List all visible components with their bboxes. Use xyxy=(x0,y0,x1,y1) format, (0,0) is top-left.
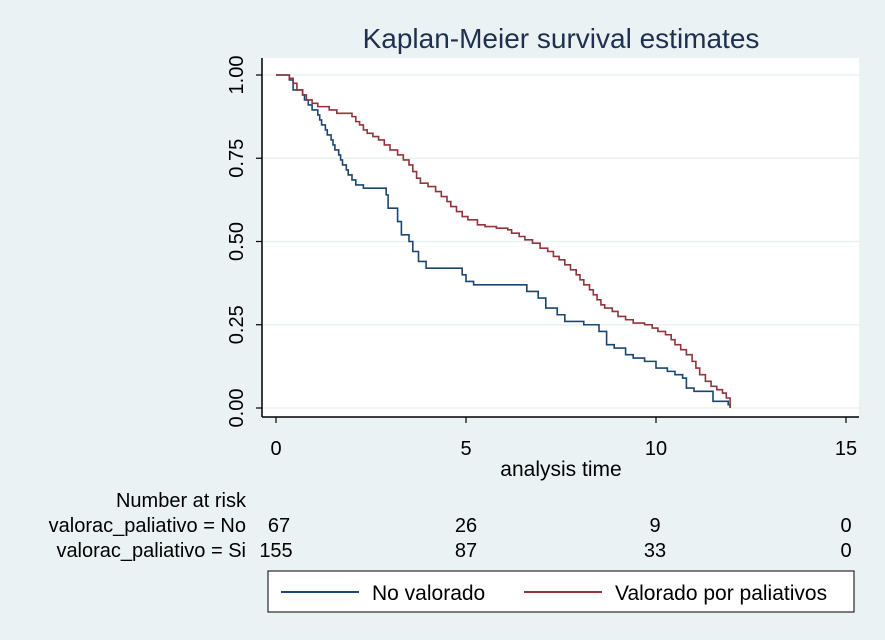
y-tick-label: 0.75 xyxy=(226,139,248,178)
risk-count: 33 xyxy=(644,540,666,562)
x-tick-label: 5 xyxy=(460,438,471,460)
y-tick-label: 0.50 xyxy=(226,222,248,261)
survival-curves xyxy=(276,74,731,408)
risk-count: 87 xyxy=(455,540,477,562)
legend-label-valorado: Valorado por paliativos xyxy=(615,582,827,605)
x-tick-label: 10 xyxy=(645,438,667,460)
legend: No valorado Valorado por paliativos xyxy=(267,570,855,613)
x-tick-label: 15 xyxy=(835,438,857,460)
x-tick-label: 0 xyxy=(270,438,281,460)
legend-box xyxy=(267,570,855,613)
tick-marks: 0.00 0.25 0.50 0.75 1.00 0 5 10 15 xyxy=(226,56,857,460)
risk-count: 9 xyxy=(649,515,660,537)
y-tick-label: 0.25 xyxy=(226,305,248,344)
y-tick-label: 1.00 xyxy=(226,56,248,95)
number-at-risk-table: Number at risk valorac_paliativo = No va… xyxy=(49,490,852,562)
risk-header: Number at risk xyxy=(116,490,247,512)
x-axis-label: analysis time xyxy=(500,458,621,481)
risk-count: 155 xyxy=(259,540,292,562)
series-line-no-valorado xyxy=(276,74,731,408)
risk-count: 67 xyxy=(268,515,290,537)
series-line-valorado xyxy=(276,74,731,408)
risk-row-label-no: valorac_paliativo = No xyxy=(49,515,246,537)
plot-background xyxy=(262,58,859,417)
chart-title: Kaplan-Meier survival estimates xyxy=(363,23,760,54)
grid-lines xyxy=(262,74,859,409)
axes xyxy=(261,58,859,418)
risk-row-label-si: valorac_paliativo = Si xyxy=(56,540,246,562)
legend-label-no-valorado: No valorado xyxy=(372,582,485,605)
y-tick-label: 0.00 xyxy=(226,389,248,428)
risk-count: 0 xyxy=(840,540,851,562)
risk-count: 0 xyxy=(840,515,851,537)
risk-count: 26 xyxy=(455,515,477,537)
